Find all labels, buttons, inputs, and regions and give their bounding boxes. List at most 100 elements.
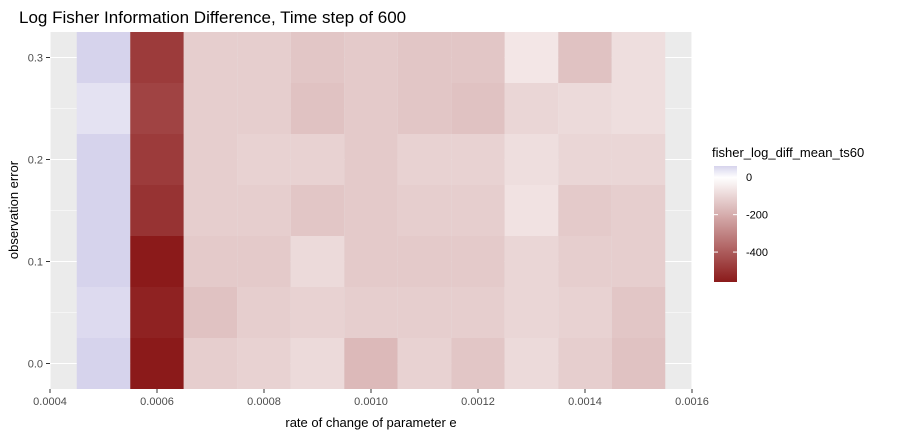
heatmap-tile (344, 83, 398, 134)
heatmap-tile (397, 185, 452, 236)
heatmap-tile (237, 185, 291, 236)
heatmap-tile (558, 338, 612, 389)
heatmap-tile (183, 236, 238, 287)
heatmap-tile (397, 236, 452, 287)
heatmap-tile (504, 83, 559, 134)
x-tick-label: 0.0016 (675, 396, 709, 408)
legend-tick-label: 0 (746, 172, 752, 184)
heatmap-tile (611, 83, 666, 134)
heatmap-tile (130, 134, 184, 185)
legend-title: fisher_log_diff_mean_ts60 (712, 145, 864, 160)
heatmap-tile (451, 32, 505, 83)
legend-ticks: 0 -200 -400 (714, 172, 768, 259)
heatmap-tile (558, 287, 612, 338)
heatmap-tile (344, 287, 398, 338)
y-tick-label: 0.0 (28, 359, 43, 371)
heatmap-tile (504, 185, 559, 236)
heatmap-tile (130, 83, 184, 134)
heatmap-tile (558, 32, 612, 83)
heatmap-tile (451, 185, 505, 236)
heatmap-tile (76, 185, 131, 236)
heatmap-tile (344, 134, 398, 185)
y-axis-title: observation error (6, 160, 21, 259)
color-legend: fisher_log_diff_mean_ts60 0 -200 -400 (712, 145, 864, 282)
heatmap-tile (183, 338, 238, 389)
y-tick-label: 0.1 (28, 257, 43, 269)
heatmap-tile (130, 338, 184, 389)
heatmap-tile (130, 32, 184, 83)
heatmap-tile (558, 236, 612, 287)
heatmap-tile (558, 83, 612, 134)
heatmap-tile (504, 134, 559, 185)
heatmap-tile (451, 338, 505, 389)
heatmap-tile (237, 32, 291, 83)
heatmap-tile (504, 338, 559, 389)
heatmap-tile (504, 287, 559, 338)
heatmap-tile (290, 32, 345, 83)
plot-panel (49, 32, 693, 389)
heatmap-tile (344, 338, 398, 389)
heatmap-tile (611, 134, 666, 185)
heatmap-tile (504, 32, 559, 83)
x-tick-label: 0.0004 (33, 396, 67, 408)
heatmap-tile (183, 287, 238, 338)
x-tick-label: 0.0012 (461, 396, 495, 408)
x-tick-label: 0.0010 (354, 396, 388, 408)
heatmap-tile (558, 134, 612, 185)
heatmap-tile (344, 185, 398, 236)
heatmap-tile (237, 83, 291, 134)
heatmap-tile (451, 236, 505, 287)
legend-colorbar (714, 166, 737, 282)
heatmap-tile (611, 185, 666, 236)
x-tick-label: 0.0008 (247, 396, 281, 408)
heatmap-tile (76, 134, 131, 185)
heatmap-tile (130, 287, 184, 338)
heatmap-tile (130, 236, 184, 287)
heatmap-tile (290, 287, 345, 338)
heatmap-tile (237, 236, 291, 287)
heatmap-tile (183, 32, 238, 83)
heatmap-tile (397, 83, 452, 134)
heatmap-tile (290, 236, 345, 287)
y-tick-label: 0.2 (28, 155, 43, 167)
heatmap-tile (397, 134, 452, 185)
heatmap-tile (76, 83, 131, 134)
heatmap-tile (183, 134, 238, 185)
heatmap-tile (344, 32, 398, 83)
heatmap-tile (76, 32, 131, 83)
heatmap-tile (558, 185, 612, 236)
heatmap-tiles (76, 32, 666, 389)
heatmap-tile (397, 338, 452, 389)
heatmap-tile (397, 32, 452, 83)
heatmap-tile (290, 83, 345, 134)
heatmap-tile (76, 287, 131, 338)
x-tick-label: 0.0014 (568, 396, 602, 408)
heatmap-tile (611, 32, 666, 83)
heatmap-tile (130, 185, 184, 236)
heatmap-tile (611, 287, 666, 338)
heatmap-tile (76, 338, 131, 389)
heatmap-tile (611, 338, 666, 389)
legend-tick-label: -200 (746, 210, 768, 222)
heatmap-tile (397, 287, 452, 338)
heatmap-tile (290, 338, 345, 389)
heatmap-tile (183, 83, 238, 134)
x-axis-title: rate of change of parameter e (285, 415, 456, 430)
heatmap-tile (76, 236, 131, 287)
heatmap-tile (451, 83, 505, 134)
legend-tick-label: -400 (746, 247, 768, 259)
heatmap-tile (451, 287, 505, 338)
x-tick-label: 0.0006 (140, 396, 174, 408)
heatmap-tile (237, 338, 291, 389)
heatmap-tile (237, 287, 291, 338)
heatmap-tile (504, 236, 559, 287)
heatmap-tile (237, 134, 291, 185)
heatmap-tile (344, 236, 398, 287)
heatmap-tile (451, 134, 505, 185)
heatmap-tile (290, 134, 345, 185)
chart-title: Log Fisher Information Difference, Time … (19, 8, 406, 27)
heatmap-tile (290, 185, 345, 236)
heatmap-tile (611, 236, 666, 287)
heatmap-tile (183, 185, 238, 236)
